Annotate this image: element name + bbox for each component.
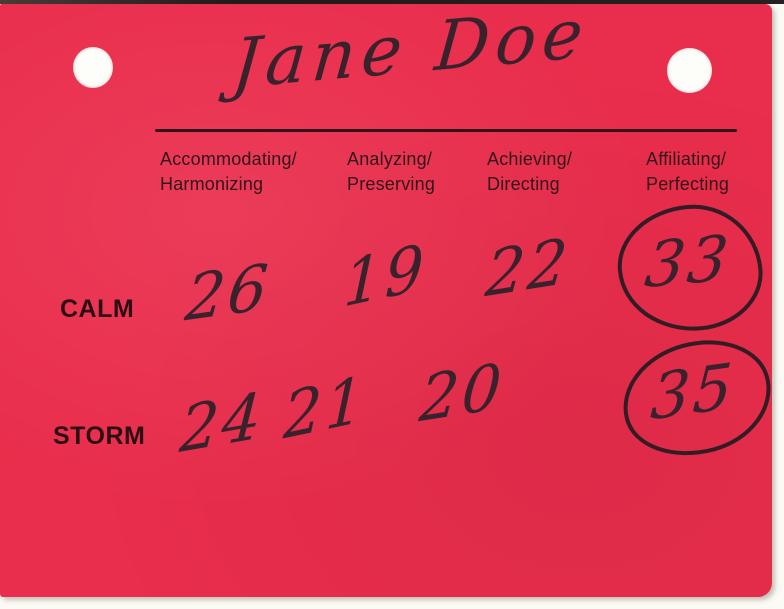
column-header-line2: Perfecting [646,174,730,194]
punch-hole-left [73,47,113,88]
score-storm-accommodating: 24 [177,377,267,468]
column-header-line1: Accommodating/ [160,149,297,169]
column-header-line1: Affiliating/ [646,149,727,169]
column-header-analyzing: Analyzing/ Preserving [347,147,435,197]
column-header-line2: Preserving [347,174,436,194]
column-header-achieving: Achieving/ Directing [487,147,572,197]
column-header-line2: Directing [487,174,560,194]
header-underline [155,129,737,132]
column-header-line1: Analyzing/ [347,149,433,169]
handwritten-name: Jane Doe [229,0,592,106]
column-header-line2: Harmonizing [160,174,264,194]
score-calm-accommodating: 26 [182,249,275,336]
column-header-line1: Achieving/ [487,149,573,169]
row-label-storm: STORM [53,422,146,450]
score-calm-affiliating-circled: 33 [641,220,735,303]
scan-edge-artifact [0,0,784,4]
punch-hole-right [667,48,712,93]
score-storm-affiliating-circled: 35 [648,348,738,435]
column-header-affiliating: Affiliating/ Perfecting [646,147,729,197]
row-label-calm: CALM [60,295,135,323]
score-storm-achieving: 20 [416,348,508,437]
score-calm-analyzing: 19 [342,229,428,322]
score-calm-achieving: 22 [482,223,574,312]
column-header-accommodating: Accommodating/ Harmonizing [160,147,297,197]
score-storm-analyzing: 21 [282,361,368,454]
